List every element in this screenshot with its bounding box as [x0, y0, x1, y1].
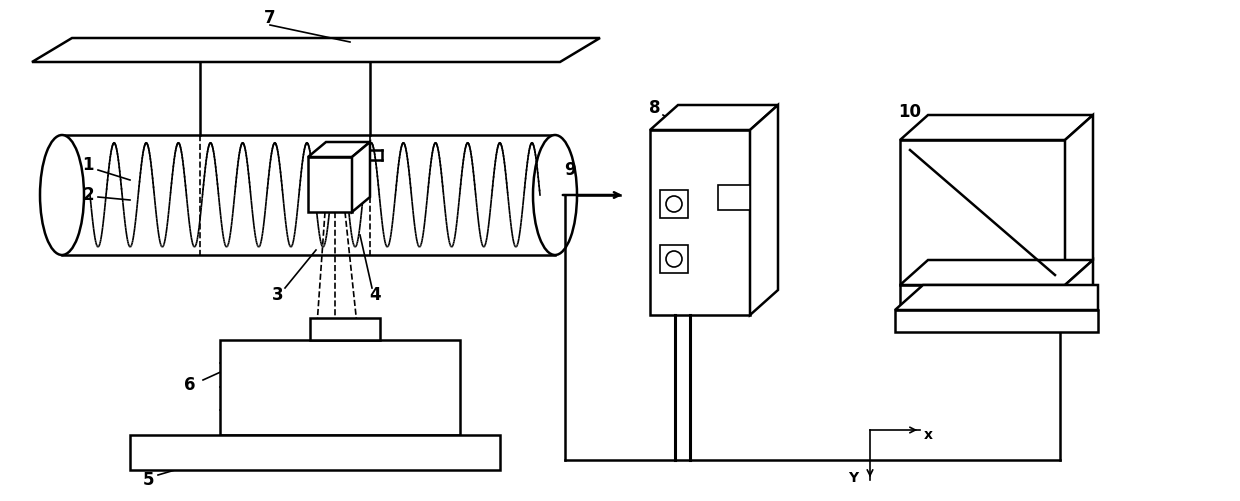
Polygon shape [308, 142, 370, 157]
Text: 2: 2 [82, 186, 94, 204]
Text: 5: 5 [143, 471, 154, 489]
Bar [130, 435, 500, 470]
Polygon shape [32, 38, 600, 62]
Text: Y: Y [848, 471, 858, 485]
Polygon shape [650, 105, 777, 130]
Text: 1: 1 [82, 156, 94, 174]
Polygon shape [900, 115, 1092, 140]
Text: 7: 7 [264, 9, 275, 27]
Bar [718, 185, 750, 210]
Bar [219, 340, 460, 435]
Bar [900, 285, 1065, 310]
Bar [650, 130, 750, 315]
Text: 4: 4 [370, 286, 381, 304]
Bar [900, 140, 1065, 285]
Polygon shape [895, 285, 1097, 310]
Bar [310, 318, 379, 340]
Polygon shape [900, 260, 1092, 285]
Text: 8: 8 [650, 99, 661, 117]
Text: x: x [924, 428, 932, 442]
Polygon shape [750, 105, 777, 315]
Polygon shape [1065, 115, 1092, 285]
Text: 10: 10 [899, 103, 921, 121]
Bar [895, 310, 1097, 332]
Polygon shape [352, 142, 370, 212]
Text: 3: 3 [273, 286, 284, 304]
Ellipse shape [533, 135, 577, 255]
Bar [308, 157, 352, 212]
Bar [660, 190, 688, 218]
Bar [660, 245, 688, 273]
Polygon shape [1065, 260, 1092, 310]
Text: 9: 9 [564, 161, 575, 179]
Ellipse shape [40, 135, 84, 255]
Text: 6: 6 [185, 376, 196, 394]
